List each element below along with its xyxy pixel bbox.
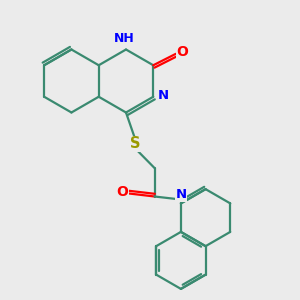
Text: NH: NH [114, 32, 135, 46]
Text: N: N [157, 89, 168, 102]
Text: O: O [176, 45, 188, 59]
Text: N: N [175, 188, 187, 201]
Text: O: O [116, 185, 128, 199]
Text: S: S [130, 136, 140, 152]
